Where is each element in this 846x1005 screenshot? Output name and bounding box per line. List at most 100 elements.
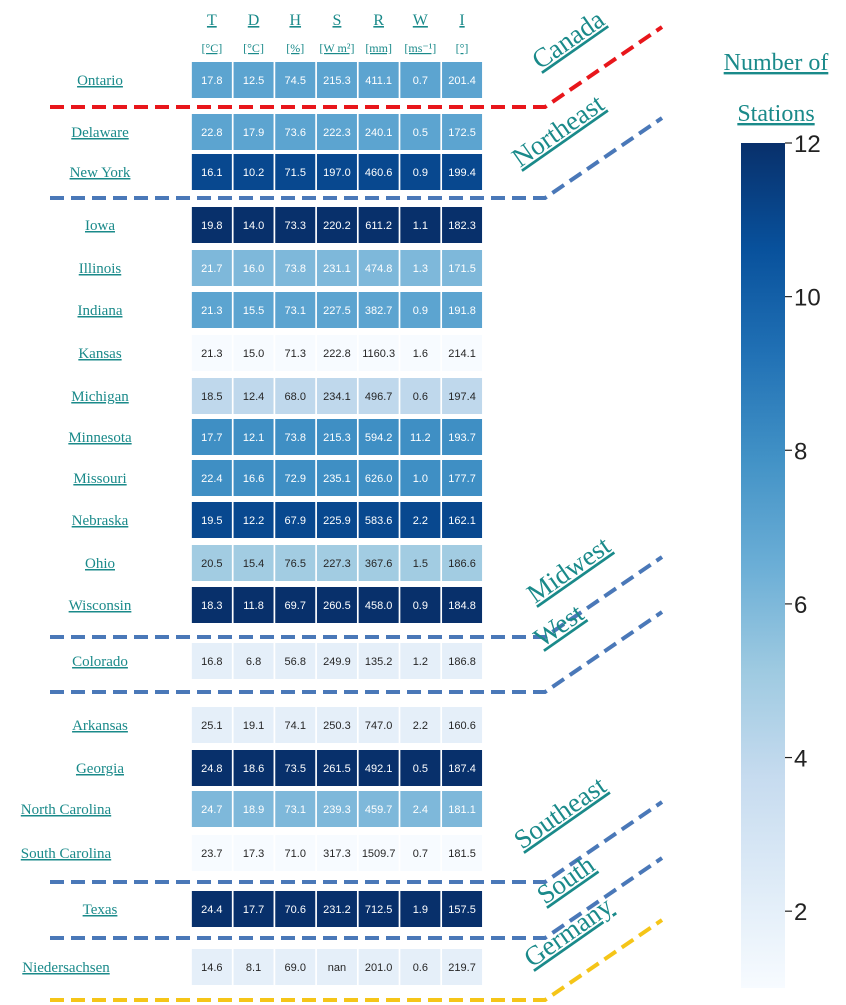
- cell-value-label: 214.1: [448, 348, 476, 360]
- heatmap-cell: [400, 587, 441, 623]
- heatmap-cell: [275, 891, 316, 927]
- heatmap-cells: 17.8 12.5 74.5 215.3 411.1 0.7 201.4 22.8 17.9 73…: [191, 62, 483, 985]
- heatmap-cell: [400, 114, 441, 150]
- heatmap-cell: [400, 545, 441, 581]
- cell-value-label: 15.0: [243, 348, 264, 360]
- heatmap-cell: [442, 587, 483, 623]
- cell-value-label: 227.3: [323, 558, 351, 570]
- cell-value-label: 17.7: [201, 432, 222, 444]
- heatmap-cell: [400, 835, 441, 871]
- cell-value-label: 76.5: [285, 558, 306, 570]
- heatmap-cell: [358, 154, 399, 190]
- row-label: Arkansas: [72, 718, 128, 734]
- cell-value-label: 19.1: [243, 720, 264, 732]
- heatmap-cell: [400, 460, 441, 496]
- cell-value-label: 220.2: [323, 220, 351, 232]
- heatmap-cell: [400, 207, 441, 243]
- cell-value-label: 460.6: [365, 167, 393, 179]
- column-header-t: T: [207, 12, 217, 29]
- separator-south: [50, 856, 664, 940]
- row-label: North Carolina: [21, 802, 112, 818]
- cell-value-label: 231.2: [323, 904, 351, 916]
- cell-value-label: 261.5: [323, 763, 351, 775]
- cell-value-label: 73.1: [285, 305, 306, 317]
- colorbar-title-line2: Stations: [737, 101, 814, 127]
- heatmap-cell: [275, 207, 316, 243]
- cell-value-label: 6.8: [246, 656, 261, 668]
- heatmap-cell: [233, 419, 274, 455]
- heatmap-cell: [191, 835, 232, 871]
- cell-value-label: 1.3: [413, 263, 428, 275]
- heatmap-cell: [442, 250, 483, 286]
- cell-value-label: 234.1: [323, 391, 351, 403]
- heatmap-cell: [191, 502, 232, 538]
- heatmap-cell: [191, 292, 232, 328]
- heatmap-cell: [358, 587, 399, 623]
- heatmap-cell: [191, 419, 232, 455]
- cell-value-label: 458.0: [365, 600, 393, 612]
- heatmap-cell: [275, 250, 316, 286]
- heatmap-cell: [316, 207, 357, 243]
- heatmap-cell: [316, 791, 357, 827]
- heatmap-cell: [316, 62, 357, 98]
- colorbar-tick-label: 8: [794, 438, 807, 465]
- column-headers: T [°C] D [°C] H [%] S [W m²] R [mm] W [ms⁻¹] I [°]: [201, 12, 468, 55]
- heatmap-cell: [442, 791, 483, 827]
- heatmap-cell: [358, 643, 399, 679]
- heatmap-cell: [316, 378, 357, 414]
- heatmap-cell: [316, 949, 357, 985]
- row-label: Iowa: [85, 218, 115, 234]
- cell-value-label: 492.1: [365, 763, 393, 775]
- cell-value-label: 11.8: [243, 600, 264, 612]
- cell-value-label: 73.6: [285, 127, 306, 139]
- heatmap-cell: [442, 114, 483, 150]
- cell-value-label: 2.2: [413, 720, 428, 732]
- heatmap-cell: [316, 154, 357, 190]
- cell-value-label: 21.3: [201, 305, 222, 317]
- column-unit-d: [°C]: [243, 41, 264, 55]
- cell-value-label: 215.3: [323, 432, 351, 444]
- heatmap-cell: [316, 114, 357, 150]
- heatmap-cell: [275, 835, 316, 871]
- heatmap-cell: [400, 62, 441, 98]
- cell-value-label: 199.4: [448, 167, 476, 179]
- column-unit-s: [W m²]: [319, 41, 354, 55]
- cell-value-label: 197.4: [448, 391, 476, 403]
- cell-value-label: 69.7: [285, 600, 306, 612]
- heatmap-cell: [316, 587, 357, 623]
- row-label: Texas: [83, 902, 118, 918]
- row-label: South Carolina: [21, 846, 112, 862]
- cell-value-label: 2.4: [413, 804, 428, 816]
- colorbar: Number of Stations 2 4 6 8 10 12: [724, 50, 828, 988]
- cell-value-label: 250.3: [323, 720, 351, 732]
- cell-value-label: 712.5: [365, 904, 393, 916]
- row-label: Kansas: [78, 346, 121, 362]
- heatmap-cell: [358, 114, 399, 150]
- column-unit-t: [°C]: [201, 41, 222, 55]
- heatmap-cell: [275, 502, 316, 538]
- heatmap-cell: [400, 791, 441, 827]
- cell-value-label: 367.6: [365, 558, 393, 570]
- cell-value-label: 160.6: [448, 720, 476, 732]
- column-unit-w: [ms⁻¹]: [404, 41, 436, 55]
- heatmap-cell: [442, 207, 483, 243]
- heatmap-cell: [233, 502, 274, 538]
- heatmap-cell: [442, 154, 483, 190]
- heatmap-cell: [442, 891, 483, 927]
- cell-value-label: 22.8: [201, 127, 222, 139]
- heatmap-cell: [442, 62, 483, 98]
- row-label: Indiana: [78, 303, 123, 319]
- cell-value-label: 1.2: [413, 656, 428, 668]
- heatmap-cell: [400, 250, 441, 286]
- column-header-w: W: [413, 12, 429, 29]
- row-label: Michigan: [71, 389, 129, 405]
- row-labels: Ontario Delaware New York Iowa Illinois India…: [21, 73, 132, 976]
- heatmap-cell: [275, 62, 316, 98]
- heatmap-cell: [233, 460, 274, 496]
- cell-value-label: 611.2: [365, 220, 392, 232]
- heatmap-cell: [442, 835, 483, 871]
- heatmap-cell: [442, 643, 483, 679]
- colorbar-gradient: [741, 143, 785, 988]
- cell-value-label: 1.9: [413, 904, 428, 916]
